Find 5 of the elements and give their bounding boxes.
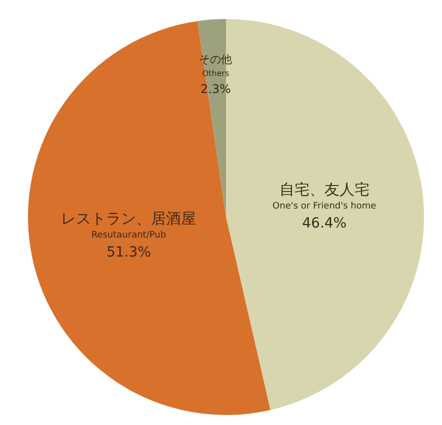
data-label: 46.4% (302, 215, 347, 232)
slice-label: レストラン、居酒屋 Resutaurant/Pub (61, 210, 196, 241)
pie-slice (28, 21, 270, 415)
slice-label: 自宅、友人宅 One's or Friend's home (272, 180, 377, 212)
data-label: 51.3% (106, 244, 151, 261)
